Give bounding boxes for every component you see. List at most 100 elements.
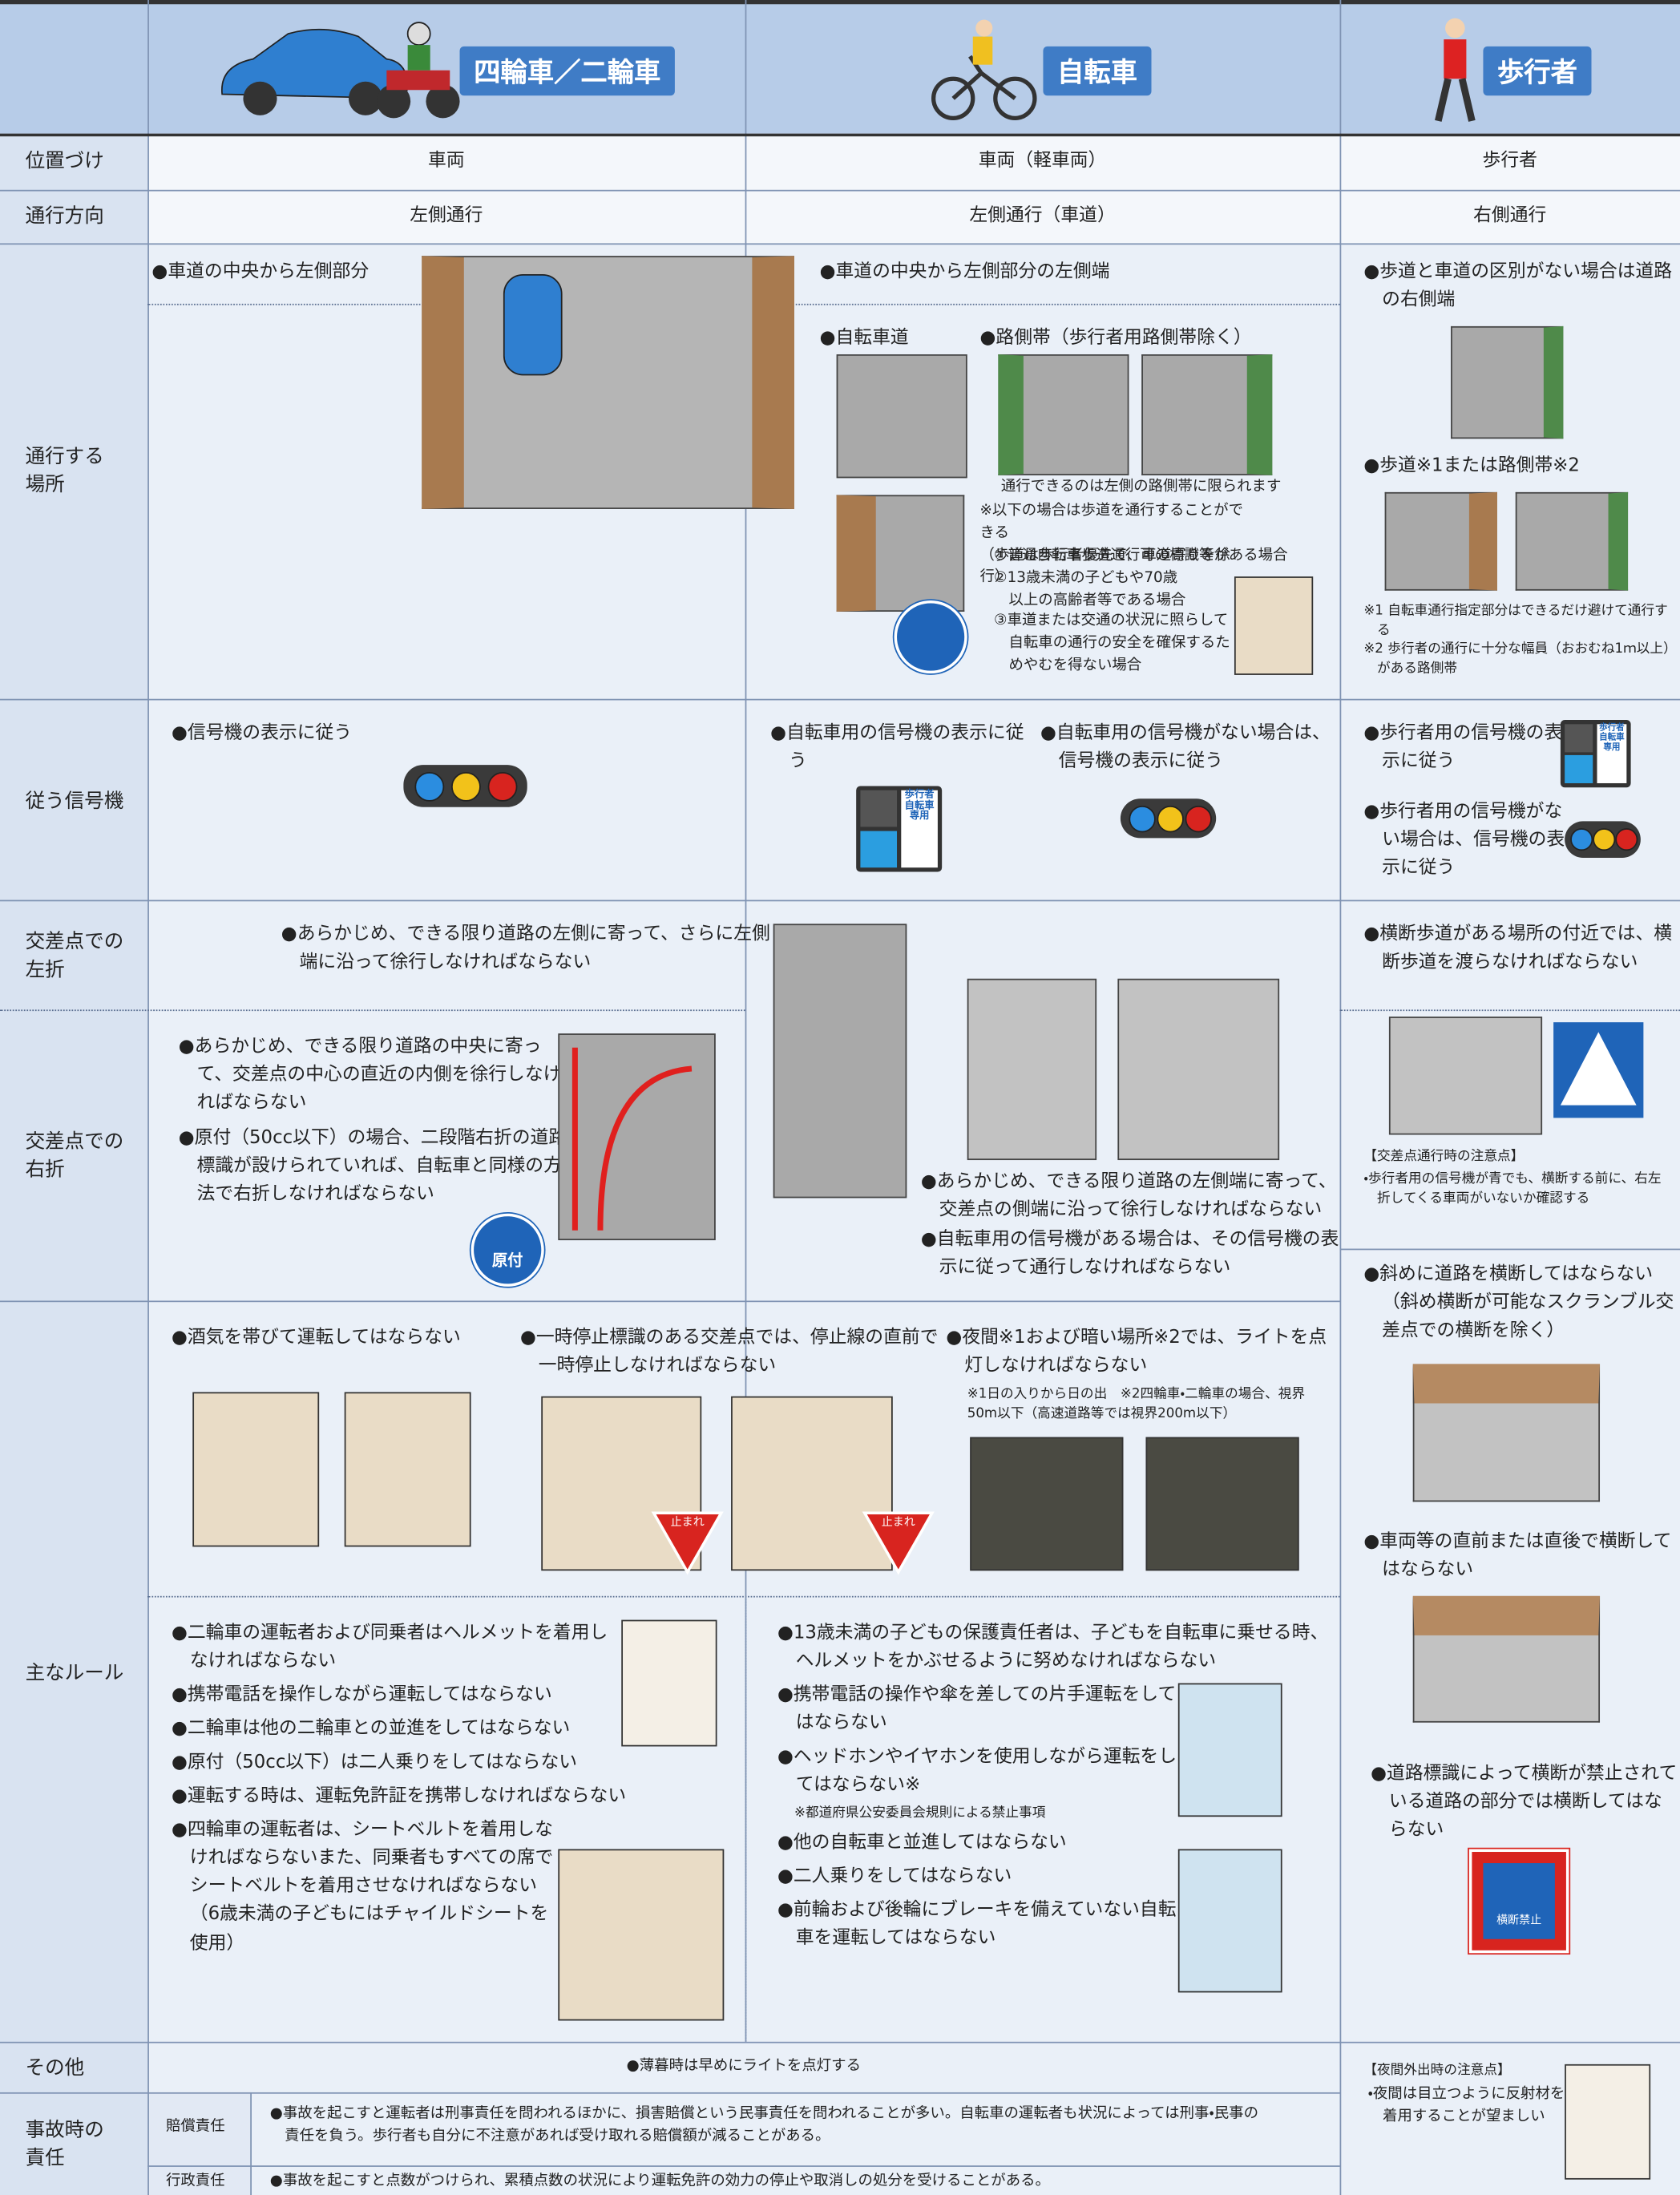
cell-text: ●原付（50cc以下）の場合、二段階右折の道路標識が設けられていれば、自転車と同… xyxy=(178,1127,567,1206)
case: ②13歳未満の子どもや70歳以上の高齢者等である場合 xyxy=(994,569,1186,609)
rule-item: ●13歳未満の子どもの保護責任者は、子どもを自転車に乗せる時、ヘルメットをかぶせ… xyxy=(777,1623,1329,1672)
note-title: 【交差点通行時の注意点】 xyxy=(1363,1149,1525,1165)
row-label: その他 xyxy=(25,2057,85,2080)
rule-item: ●前輪および後輪にブレーキを備えていない自転車を運転してはならない xyxy=(777,1899,1177,1950)
row-label: 主なルール xyxy=(25,1662,124,1685)
sub-label: 行政責任 xyxy=(165,2172,225,2189)
photo-illustration xyxy=(731,1396,893,1571)
cell-text: ●事故を起こすと運転者は刑事責任を問われるほかに、損害賠償という民事責任を問われ… xyxy=(269,2104,1258,2144)
note: ・歩行者用の信号機が青でも、横断する前に、右左折してくる車両がいないか確認する xyxy=(1363,1171,1662,1207)
road-illustration xyxy=(1412,1364,1601,1502)
row-label: 通行する 場所 xyxy=(25,446,104,497)
cell: 左側通行（車道） xyxy=(969,205,1116,227)
cell-text: ●歩行者用の信号機の表示に従う xyxy=(1363,722,1563,773)
note: ※以下の場合は歩道を通行することができる （歩道は歩行者優先で、車道寄りを徐行） xyxy=(979,502,1244,586)
grid-line xyxy=(745,0,747,2042)
grid-line xyxy=(0,698,1680,701)
case: ①普通自転車歩道通行可の標識等がある場合 xyxy=(994,547,1288,564)
cell-text: ●横断歩道がある場所の付近では、横断歩道を渡らなければならない xyxy=(1363,924,1673,974)
note: ※1 自転車通行指定部分はできるだけ避けて通行する xyxy=(1363,603,1668,639)
cell: 車両 xyxy=(428,150,465,172)
cell-text: ●あらかじめ、できる限り道路の左側端に寄って、交差点の側端に沿って徐行しなければ… xyxy=(920,1171,1337,1221)
rule-item: ●斜めに道路を横断してはならない（斜め横断が可能なスクランブル交差点での横断を除… xyxy=(1363,1263,1674,1342)
photo-illustration xyxy=(1177,1683,1282,1817)
photo-illustration xyxy=(344,1392,471,1547)
row-label: 交差点での 右折 xyxy=(25,1130,124,1182)
road-illustration xyxy=(836,495,965,612)
cell-text: ●路側帯（歩行者用路側帯除く） xyxy=(979,327,1252,349)
rule-item: ●原付（50cc以下）は二人乗りをしてはならない xyxy=(171,1752,578,1773)
stop-sign xyxy=(651,1511,724,1575)
row-label: 従う信号機 xyxy=(25,790,124,813)
dotted-line xyxy=(745,1595,747,2042)
rule-item: ●二人乗りをしてはならない xyxy=(777,1866,1012,1887)
cell-text: ●歩行者用の信号機がない場合は、信号機の表示に従う xyxy=(1363,801,1565,879)
cell-text: ●自転車用の信号機の表示に従う xyxy=(770,722,1024,773)
grid-line xyxy=(0,189,1680,192)
cell-text: ●信号機の表示に従う xyxy=(171,722,353,744)
stop-sign xyxy=(862,1511,935,1575)
traffic-signal xyxy=(1565,821,1641,858)
cell-text: ●自転車用の信号機がない場合は、信号機の表示に従う xyxy=(1040,722,1331,773)
dotted-line xyxy=(147,1595,1340,1598)
road-illustration xyxy=(1117,978,1280,1161)
cell-text: ●薄暮時は早めにライトを点灯する xyxy=(626,2057,862,2075)
rule-item: ●運転する時は、運転免許証を携帯しなければならない xyxy=(171,1785,627,1807)
note: ※都道府県公安委員会規則による禁止事項 xyxy=(794,1805,1046,1821)
road-illustration xyxy=(1384,491,1497,591)
cell-text: ●あらかじめ、できる限り道路の左側に寄って、さらに左側端に沿って徐行しなければな… xyxy=(281,924,770,974)
stop-sign-text: 止まれ xyxy=(670,1515,705,1529)
column-header: 自転車 xyxy=(1043,46,1152,96)
turn-arrow xyxy=(571,1047,693,1231)
cell: 歩行者 xyxy=(1482,150,1537,172)
rule-item: ●二輪車は他の二輪車との並進をしてはならない xyxy=(171,1718,571,1740)
grid-line xyxy=(0,133,1680,137)
road-illustration xyxy=(1515,491,1629,591)
sub-label-bg xyxy=(147,2092,251,2195)
rule-item: ●道路標識によって横断が禁止されている道路の部分では横断してはならない xyxy=(1371,1763,1678,1841)
grid-line xyxy=(0,2041,1680,2043)
road-illustration xyxy=(836,354,967,479)
row-label: 交差点での 左折 xyxy=(25,931,124,982)
road-illustration xyxy=(1412,1595,1601,1723)
rule-item: ●四輪車の運転者は、シートベルトを着用しなければならないまた、同乗者もすべての席… xyxy=(171,1819,554,1954)
pedestrian-signal: 歩行者 自転車 専用 xyxy=(1560,720,1631,788)
case: ③車道または交通の状況に照らして自転車の通行の安全を確保するためやむを得ない場合 xyxy=(994,611,1230,673)
photo-illustration xyxy=(621,1619,717,1747)
photo-illustration xyxy=(1145,1437,1299,1571)
grid-line xyxy=(250,2092,252,2195)
grid-line xyxy=(1339,1248,1680,1251)
rule-item: ●ヘッドホンやイヤホンを使用しながら運転をしてはならない※ xyxy=(777,1746,1177,1797)
photo-illustration xyxy=(558,1849,725,2021)
note: 通行できるのは左側の路側帯に限られます xyxy=(1000,478,1282,495)
grid-line xyxy=(147,2165,1340,2167)
cell-text: ●車道の中央から左側部分 xyxy=(151,261,370,283)
sign-icon xyxy=(894,600,967,674)
rule-item: ●携帯電話を操作しながら運転してはならない xyxy=(171,1684,552,1706)
bicycle-illustration xyxy=(931,19,1037,120)
cell-text: ●自転車道 xyxy=(819,327,909,349)
cell: 右側通行 xyxy=(1473,205,1547,227)
sign-icon: 原付 xyxy=(470,1213,544,1287)
road-illustration xyxy=(773,924,907,1199)
row-label: 通行方向 xyxy=(25,205,104,228)
road-illustration xyxy=(422,256,794,509)
dotted-line xyxy=(1339,1009,1680,1012)
rule-item: ●二輪車の運転者および同乗者はヘルメットを着用しなければならない xyxy=(171,1623,608,1672)
road-illustration xyxy=(1141,354,1273,475)
road-illustration xyxy=(1451,325,1564,439)
basic-rows-bg xyxy=(147,133,1680,244)
cell-text: ●一時停止標識のある交差点では、停止線の直前で一時停止しなければならない xyxy=(519,1327,939,1377)
road-illustration xyxy=(967,978,1097,1161)
stop-sign-text: 止まれ xyxy=(881,1515,915,1529)
no-crossing-sign xyxy=(1468,1849,1569,1954)
crosswalk-sign xyxy=(1553,1022,1644,1118)
column-header: 歩行者 xyxy=(1483,46,1592,96)
row-label: 位置づけ xyxy=(25,150,104,173)
note: ※2 歩行者の通行に十分な幅員（おおむね1ｍ以上）がある路側帯 xyxy=(1363,641,1670,677)
photo-illustration xyxy=(1565,2064,1651,2180)
cell: 車両（軽車両） xyxy=(978,150,1107,172)
cell-text: ●夜間※1および暗い場所※2では、ライトを点灯しなければならない xyxy=(946,1327,1327,1377)
grid-line xyxy=(0,1300,1340,1303)
